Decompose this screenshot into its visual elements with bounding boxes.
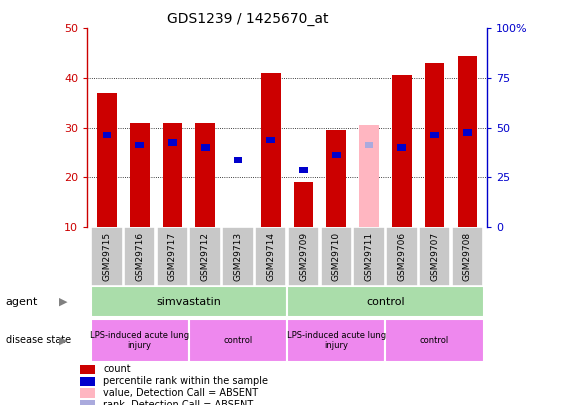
Bar xyxy=(392,75,412,227)
Bar xyxy=(425,63,444,227)
Bar xyxy=(261,73,280,227)
Text: GSM29706: GSM29706 xyxy=(397,232,406,281)
Bar xyxy=(157,227,188,286)
Text: percentile rank within the sample: percentile rank within the sample xyxy=(104,376,269,386)
Text: disease state: disease state xyxy=(6,335,71,345)
Bar xyxy=(135,142,144,148)
Text: GSM29710: GSM29710 xyxy=(332,232,341,281)
Bar xyxy=(124,227,155,286)
Bar xyxy=(201,144,209,151)
Text: value, Detection Call = ABSENT: value, Detection Call = ABSENT xyxy=(104,388,258,398)
Bar xyxy=(359,125,379,227)
Bar xyxy=(102,132,111,138)
Bar xyxy=(81,364,95,374)
Bar xyxy=(255,227,287,286)
Text: ▶: ▶ xyxy=(59,297,68,307)
Bar xyxy=(332,151,341,158)
Text: rank, Detection Call = ABSENT: rank, Detection Call = ABSENT xyxy=(104,400,254,405)
Bar xyxy=(354,227,385,286)
Bar xyxy=(97,93,117,227)
Bar xyxy=(288,227,319,286)
Bar xyxy=(386,319,484,362)
Bar xyxy=(234,157,243,163)
Text: control: control xyxy=(420,336,449,345)
Text: GSM29716: GSM29716 xyxy=(135,232,144,281)
Bar xyxy=(365,142,373,148)
Bar xyxy=(91,286,287,317)
Bar xyxy=(81,388,95,398)
Bar xyxy=(195,123,215,227)
Bar xyxy=(419,227,450,286)
Bar xyxy=(91,227,123,286)
Text: control: control xyxy=(366,297,405,307)
Bar xyxy=(299,166,308,173)
Bar xyxy=(458,55,477,227)
Text: GSM29709: GSM29709 xyxy=(299,232,308,281)
Bar xyxy=(452,227,483,286)
Text: count: count xyxy=(104,364,131,374)
Bar xyxy=(320,227,352,286)
Bar xyxy=(287,286,484,317)
Text: control: control xyxy=(224,336,253,345)
Bar xyxy=(463,129,472,136)
Text: LPS-induced acute lung
injury: LPS-induced acute lung injury xyxy=(287,330,386,350)
Bar xyxy=(386,227,418,286)
Text: ▶: ▶ xyxy=(59,335,68,345)
Text: GSM29711: GSM29711 xyxy=(364,232,373,281)
Bar xyxy=(81,400,95,405)
Text: simvastatin: simvastatin xyxy=(157,297,221,307)
Bar xyxy=(287,319,386,362)
Text: GDS1239 / 1425670_at: GDS1239 / 1425670_at xyxy=(167,12,328,26)
Text: GSM29708: GSM29708 xyxy=(463,232,472,281)
Bar xyxy=(266,137,275,143)
Bar xyxy=(168,139,177,146)
Text: LPS-induced acute lung
injury: LPS-induced acute lung injury xyxy=(90,330,189,350)
Text: GSM29717: GSM29717 xyxy=(168,232,177,281)
Bar xyxy=(190,227,221,286)
Text: GSM29715: GSM29715 xyxy=(102,232,111,281)
Bar xyxy=(81,377,95,386)
Bar xyxy=(397,144,406,151)
Text: GSM29713: GSM29713 xyxy=(234,232,243,281)
Text: agent: agent xyxy=(6,297,38,307)
Bar xyxy=(365,142,373,148)
Bar xyxy=(327,130,346,227)
Bar xyxy=(430,132,439,138)
Text: GSM29714: GSM29714 xyxy=(266,232,275,281)
Bar xyxy=(163,123,182,227)
Bar xyxy=(222,227,254,286)
Bar xyxy=(91,319,189,362)
Bar xyxy=(294,182,314,227)
Text: GSM29712: GSM29712 xyxy=(201,232,210,281)
Text: GSM29707: GSM29707 xyxy=(430,232,439,281)
Bar xyxy=(130,123,150,227)
Bar xyxy=(189,319,287,362)
